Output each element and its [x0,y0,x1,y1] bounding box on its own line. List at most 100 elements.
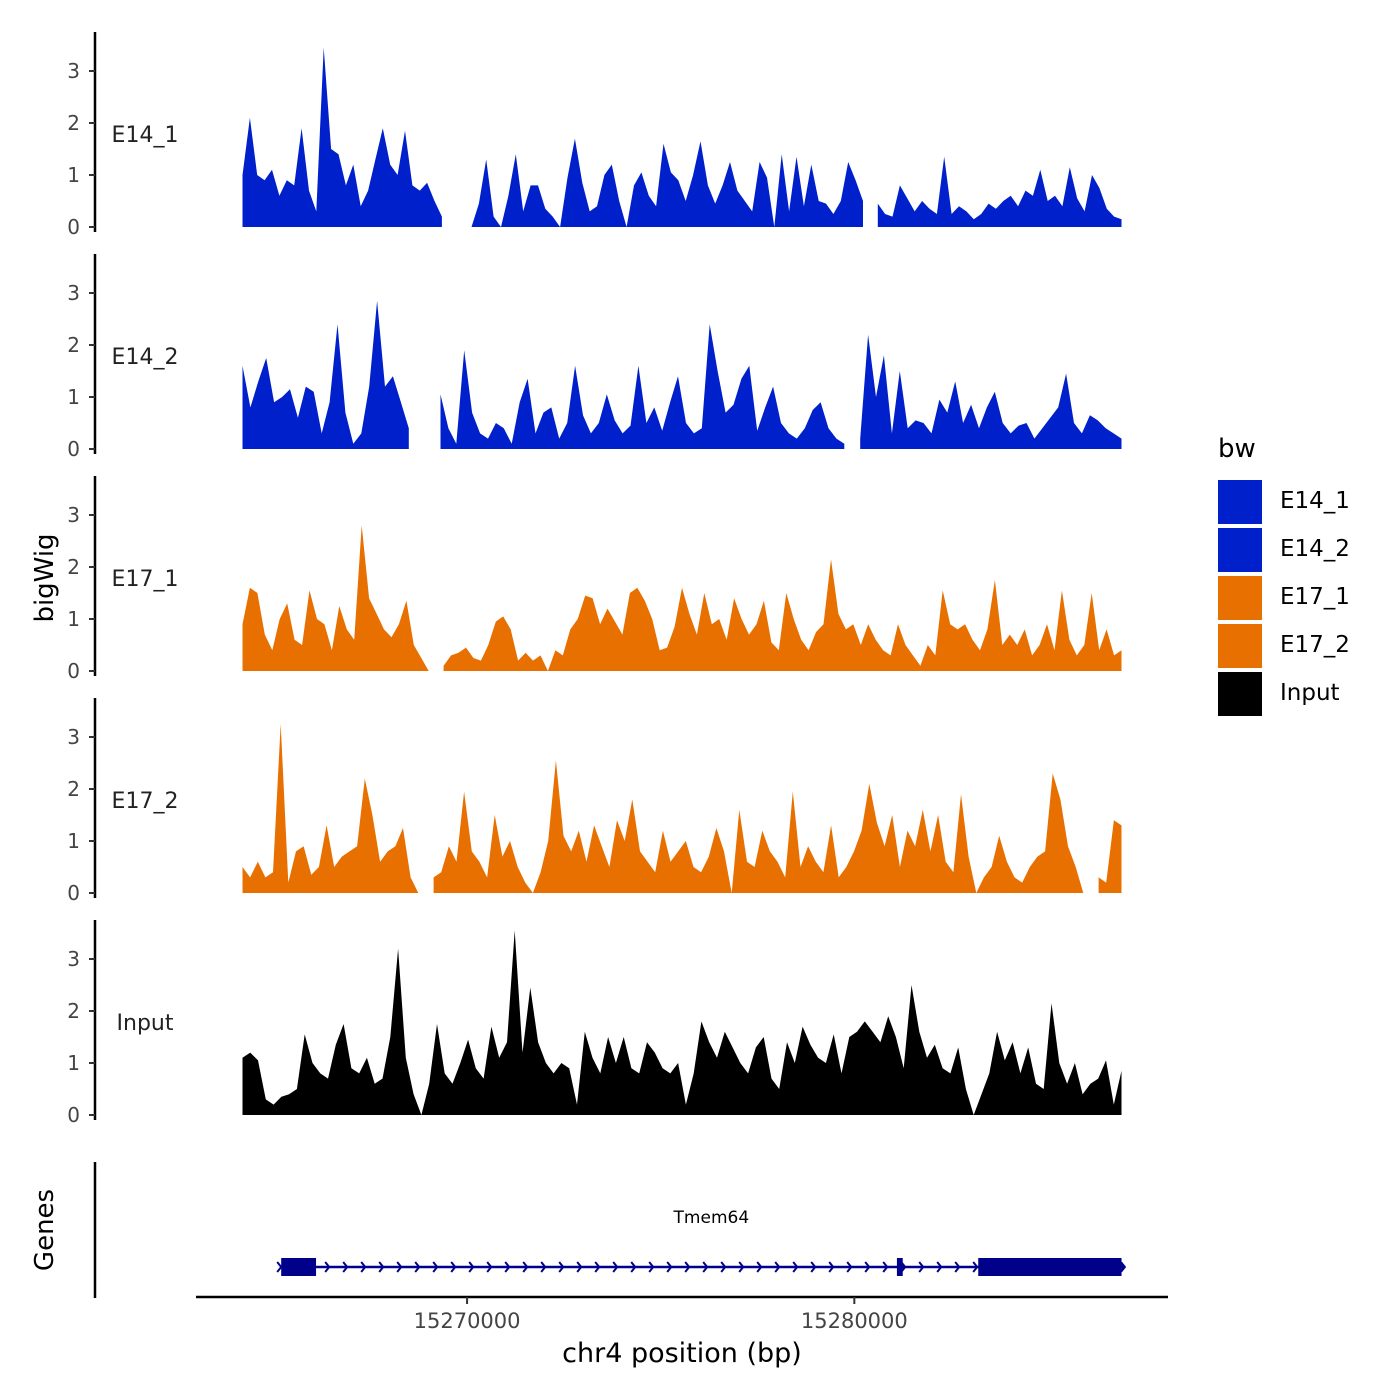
y-tick-label: 1 [67,385,80,409]
y-tick-label: 3 [67,725,80,749]
coverage-area-e17-2 [433,760,1084,893]
strand-chevron [648,1261,655,1273]
legend-item-e17-2: E17_2 [1218,624,1398,668]
strand-chevron [576,1261,583,1273]
y-tick-label: 2 [67,555,80,579]
coverage-area-e17-2 [242,724,419,893]
y-tick-label: 1 [67,829,80,853]
legend-swatch [1218,480,1262,524]
strand-chevron [738,1261,745,1273]
x-tick-label: 15280000 [801,1309,908,1333]
track-label: Input [117,1011,174,1036]
strand-chevron [774,1261,781,1273]
x-axis-title: chr4 position (bp) [562,1338,802,1369]
legend-item-input: Input [1218,672,1398,716]
y-tick-label: 3 [67,503,80,527]
legend-label: E17_2 [1280,632,1350,658]
legend-item-e14-1: E14_1 [1218,480,1398,524]
strand-chevron [396,1261,403,1273]
gene-name-label: Tmem64 [673,1208,750,1228]
y-axis-title: bigWig [30,533,60,622]
strand-chevron [954,1261,961,1273]
coverage-area-e14-1 [877,156,1122,227]
track-label: E14_1 [112,123,179,148]
strand-chevron [414,1261,421,1273]
strand-chevron [486,1261,493,1273]
y-tick-label: 3 [67,59,80,83]
strand-chevron [630,1261,637,1273]
y-tick-label: 0 [67,215,80,239]
strand-chevron [972,1261,979,1273]
track-label: E17_2 [112,789,179,814]
y-tick-label: 0 [67,437,80,461]
track-label: E17_1 [112,567,179,592]
y-tick-label: 0 [67,1103,80,1127]
legend-swatch [1218,528,1262,572]
legend-label: Input [1280,680,1340,706]
strand-chevron [360,1261,367,1273]
strand-chevron [450,1261,457,1273]
coverage-area-e14-2 [440,324,845,449]
y-tick-label: 3 [67,281,80,305]
strand-chevron [342,1261,349,1273]
strand-chevron [432,1261,439,1273]
strand-chevron [720,1261,727,1273]
gene-exon [978,1258,1122,1276]
x-tick-label: 15270000 [414,1309,521,1333]
legend-swatch [1218,624,1262,668]
strand-chevron [666,1261,673,1273]
strand-chevron [702,1261,709,1273]
coverage-area-e14-1 [471,138,863,227]
gene-exon [281,1258,317,1276]
strand-chevron [522,1261,529,1273]
y-tick-label: 1 [67,607,80,631]
gene-exon [896,1258,903,1276]
strand-chevron [468,1261,475,1273]
legend-title: bw [1218,434,1256,464]
strand-chevron [936,1261,943,1273]
strand-chevron [846,1261,853,1273]
legend-label: E17_1 [1280,584,1350,610]
strand-chevron [504,1261,511,1273]
strand-chevron [792,1261,799,1273]
coverage-area-e17-1 [443,559,1122,671]
y-tick-label: 2 [67,111,80,135]
coverage-area-e17-2 [1098,820,1122,893]
strand-chevron [276,1261,283,1273]
legend-label: E14_2 [1280,536,1350,562]
legend-item-e17-1: E17_1 [1218,576,1398,620]
y-tick-label: 2 [67,777,80,801]
strand-chevron [810,1261,817,1273]
y-tick-label: 0 [67,659,80,683]
y-tick-label: 1 [67,1051,80,1075]
strand-chevron [828,1261,835,1273]
gene-end-marker [1121,1261,1127,1273]
strand-chevron [918,1261,925,1273]
legend-swatch [1218,672,1262,716]
coverage-area-e14-1 [242,47,442,227]
strand-chevron [882,1261,889,1273]
strand-chevron [540,1261,547,1273]
strand-chevron [558,1261,565,1273]
strand-chevron [324,1261,331,1273]
legend-label: E14_1 [1280,488,1350,514]
coverage-area-input [242,930,1122,1115]
y-tick-label: 0 [67,881,80,905]
y-tick-label: 1 [67,163,80,187]
legend-swatch [1218,576,1262,620]
track-label: E14_2 [112,345,179,370]
strand-chevron [378,1261,385,1273]
strand-chevron [684,1261,691,1273]
strand-chevron [864,1261,871,1273]
strand-chevron [756,1261,763,1273]
y-tick-label: 2 [67,333,80,357]
strand-chevron [594,1261,601,1273]
coverage-area-e14-2 [860,334,1122,449]
coverage-area-e17-1 [242,525,429,671]
y-tick-label: 3 [67,947,80,971]
genes-axis-title: Genes [30,1189,60,1271]
legend-item-e14-2: E14_2 [1218,528,1398,572]
strand-chevron [612,1261,619,1273]
